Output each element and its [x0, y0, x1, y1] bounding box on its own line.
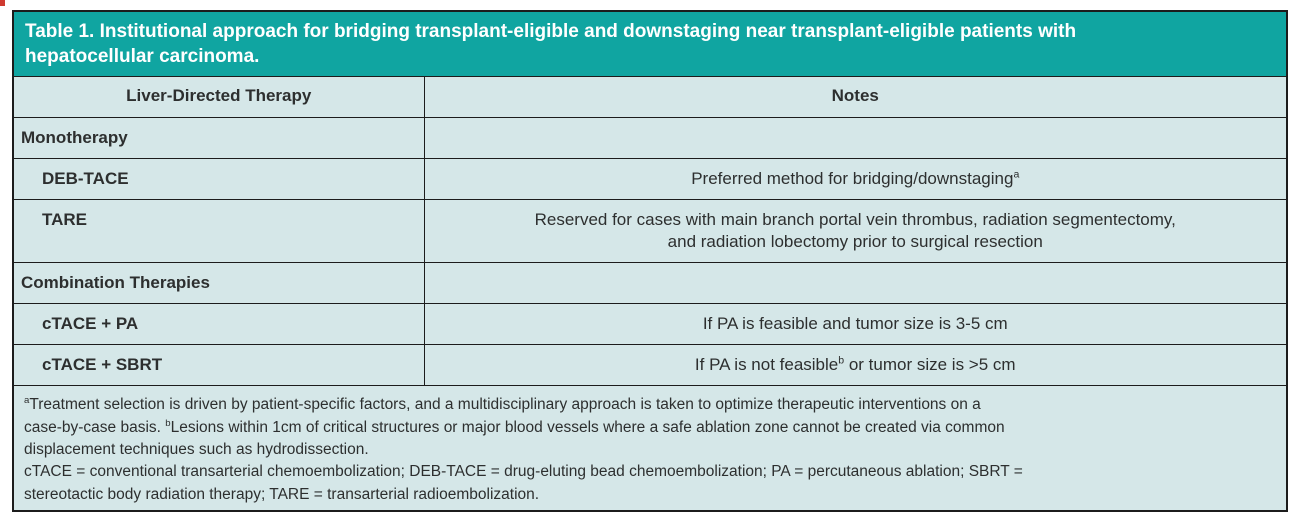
notes-cell: If PA is feasible and tumor size is 3-5 … [423, 303, 1286, 346]
superscript-marker: b [165, 417, 171, 429]
superscript-marker: b [838, 354, 845, 367]
notes-cell: Reserved for cases with main branch port… [423, 198, 1286, 264]
therapy-table: Liver-Directed Therapy Notes Monotherapy… [14, 77, 1286, 387]
therapy-cell: Monotherapy [14, 116, 425, 159]
notes-cell: If PA is not feasibleb or tumor size is … [423, 344, 1286, 387]
footnote-paragraph: aTreatment selection is driven by patien… [24, 395, 1005, 458]
notes-cell [423, 262, 1286, 305]
therapy-cell: Combination Therapies [14, 262, 425, 305]
screenshot-edge-artifact [0, 0, 5, 6]
footnote-block: aTreatment selection is driven by patien… [14, 386, 1286, 514]
column-header-therapy: Liver-Directed Therapy [14, 77, 425, 118]
therapy-cell: cTACE + SBRT [14, 344, 425, 387]
table-row: cTACE + PA If PA is feasible and tumor si… [14, 303, 1286, 346]
column-header-notes: Notes [423, 77, 1286, 118]
therapy-cell: TARE [14, 198, 425, 264]
header-row: Liver-Directed Therapy Notes [14, 77, 1286, 118]
table-row: Combination Therapies [14, 262, 1286, 305]
table-1-container: Table 1. Institutional approach for brid… [12, 10, 1288, 512]
table-title-banner: Table 1. Institutional approach for brid… [14, 12, 1286, 78]
superscript-marker: a [1013, 168, 1020, 181]
table-body: Monotherapy DEB-TACE Preferred method for … [14, 116, 1286, 387]
notes-cell [423, 116, 1286, 159]
table-row: TARE Reserved for cases with main branch … [14, 198, 1286, 264]
notes-cell: Preferred method for bridging/downstagin… [423, 157, 1286, 200]
table-row: cTACE + SBRT If PA is not feasibleb or tu… [14, 344, 1286, 387]
therapy-cell: cTACE + PA [14, 303, 425, 346]
table-row: DEB-TACE Preferred method for bridging/do… [14, 157, 1286, 200]
table-row: Monotherapy [14, 116, 1286, 159]
footnote-paragraph: cTACE = conventional transarterial chemo… [24, 463, 1023, 503]
table-title: Table 1. Institutional approach for brid… [25, 21, 1077, 68]
table-header: Liver-Directed Therapy Notes [14, 77, 1286, 118]
superscript-marker: a [24, 395, 30, 407]
therapy-cell: DEB-TACE [14, 157, 425, 200]
